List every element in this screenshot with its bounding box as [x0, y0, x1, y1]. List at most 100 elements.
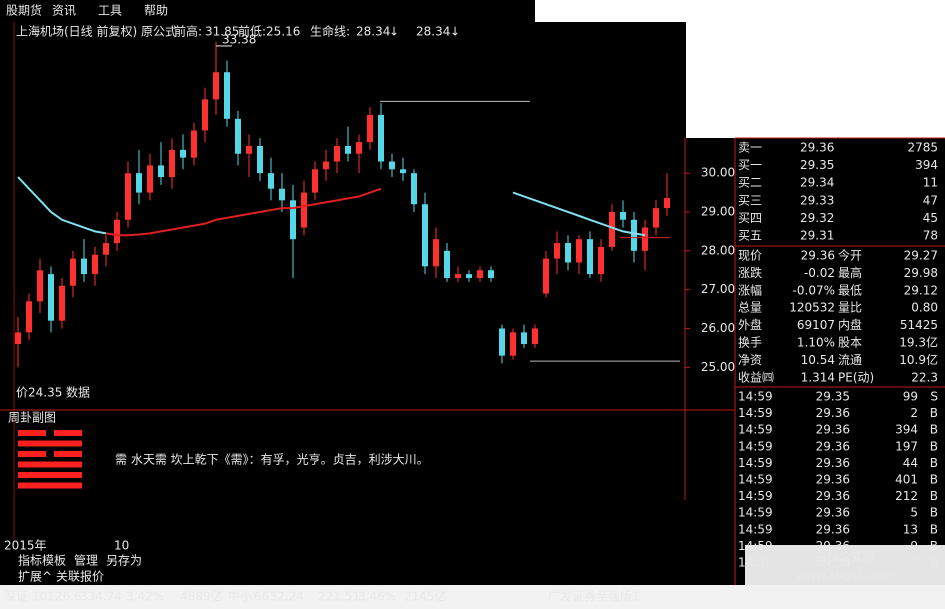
- quote-value: 29.98: [904, 266, 938, 280]
- candle-body: [488, 270, 494, 278]
- candle-body: [631, 219, 637, 251]
- quote-label: 涨幅: [738, 282, 762, 297]
- candle-body: [279, 188, 285, 201]
- tab[interactable]: 管理: [74, 553, 98, 568]
- prev-low: 25.16: [266, 25, 300, 39]
- order-volume: 47: [923, 193, 938, 207]
- candle-body: [521, 332, 527, 344]
- hexagram: [18, 430, 82, 489]
- quote-value: 10.54: [801, 353, 835, 367]
- y-tick-label: 28.00: [701, 243, 735, 257]
- order-label: 买五: [738, 229, 762, 243]
- quote-label: 涨跌: [738, 265, 762, 280]
- trade-time: 14:59: [738, 406, 773, 420]
- trade-time: 14:59: [738, 539, 773, 553]
- candle-body: [235, 118, 241, 154]
- yao: [18, 482, 82, 489]
- trade-price: 29.36: [816, 406, 850, 420]
- quote-value: 19.3亿: [899, 335, 938, 350]
- quote-value: 69107: [797, 318, 835, 332]
- status-item: 3.46%: [358, 590, 396, 604]
- candle-body: [466, 274, 472, 278]
- order-price: 29.35: [800, 158, 834, 172]
- trade-price: 29.35: [816, 390, 850, 404]
- quote-label: 流通: [838, 353, 862, 367]
- candle-body: [268, 173, 274, 189]
- candle-body: [620, 211, 626, 220]
- yao: [18, 451, 46, 457]
- menu-item[interactable]: 帮助: [144, 4, 168, 18]
- candle-body: [444, 250, 450, 278]
- quote-label: 外盘: [738, 317, 762, 332]
- candle-body: [70, 258, 76, 286]
- candle-body: [334, 145, 340, 162]
- y-tick-label: 30.00: [701, 166, 735, 180]
- menu-item[interactable]: 工具: [98, 4, 122, 18]
- trade-price: 29.36: [816, 473, 850, 487]
- menu-item[interactable]: 股期货: [6, 3, 42, 18]
- status-item: 334.74: [80, 590, 122, 604]
- quote-label: 换手: [738, 336, 762, 350]
- sub-chart-text: 需 水天需 坎上乾下《需》：有孚，光亨。贞吉，利涉大川。: [115, 452, 429, 467]
- candle-body: [136, 173, 142, 193]
- quote-label: 总量: [738, 301, 762, 315]
- quote-label: 收益㈣: [738, 370, 774, 384]
- candle-body: [433, 239, 439, 267]
- candle-body: [510, 332, 516, 356]
- candle-body: [587, 239, 593, 275]
- quote-label: PE(动): [838, 370, 874, 384]
- quote-value: 0.80: [911, 301, 938, 315]
- trade-price: 29.36: [816, 489, 850, 503]
- candle-body: [114, 219, 120, 244]
- trade-price: 29.36: [816, 439, 850, 453]
- tab[interactable]: 扩展^: [18, 570, 52, 584]
- order-label: 卖一: [738, 141, 762, 155]
- tab[interactable]: 关联报价: [56, 569, 104, 584]
- trade-side: B: [930, 406, 938, 420]
- candle-body: [576, 239, 582, 263]
- quote-label: 现价: [738, 249, 762, 263]
- trade-side: B: [930, 473, 938, 487]
- quote-value: 29.27: [904, 249, 938, 263]
- ma-line: [17, 176, 646, 237]
- trade-time: 14:59: [738, 439, 773, 453]
- trade-price: 29.36: [816, 522, 850, 536]
- quote-value: -0.02: [804, 266, 835, 280]
- candle-body: [26, 301, 32, 333]
- trade-side: B: [930, 423, 938, 437]
- date-label: 2015年: [4, 539, 47, 553]
- quote-value: 10.9亿: [899, 352, 938, 367]
- order-price: 29.34: [800, 176, 834, 190]
- trade-price: 29.36: [816, 423, 850, 437]
- yao: [54, 430, 82, 436]
- quote-value: 29.36: [801, 249, 835, 263]
- arrow: ↓: [389, 25, 399, 39]
- tab[interactable]: 模板: [42, 554, 66, 568]
- yao: [18, 461, 82, 468]
- quote-label: 量比: [838, 301, 862, 315]
- candle-body: [59, 285, 65, 321]
- tab[interactable]: 指标: [18, 553, 42, 568]
- candle-body: [37, 270, 43, 302]
- prev-high: 31.85: [205, 25, 239, 39]
- candle-body: [367, 114, 373, 143]
- order-volume: 78: [923, 229, 938, 243]
- trade-side: B: [930, 439, 938, 453]
- candle-body: [642, 227, 648, 251]
- status-item: 4889亿: [180, 589, 223, 604]
- candle-body: [609, 211, 615, 247]
- trade-time: 14:59: [738, 556, 773, 570]
- tab[interactable]: 另存为: [106, 554, 142, 568]
- status-item: 2145亿: [404, 589, 447, 604]
- candle-body: [389, 161, 395, 170]
- order-price: 29.32: [800, 211, 834, 225]
- y-tick-label: 26.00: [701, 321, 735, 335]
- trade-volume: 2: [910, 406, 918, 420]
- menu-item[interactable]: 资讯: [52, 4, 76, 18]
- trade-volume: 401: [895, 473, 918, 487]
- status-item: 221.51: [318, 590, 360, 604]
- candle-body: [422, 204, 428, 267]
- order-price: 29.31: [800, 229, 834, 243]
- outside-area: [686, 0, 945, 138]
- sub-chart-title: 周卦副图: [8, 411, 56, 425]
